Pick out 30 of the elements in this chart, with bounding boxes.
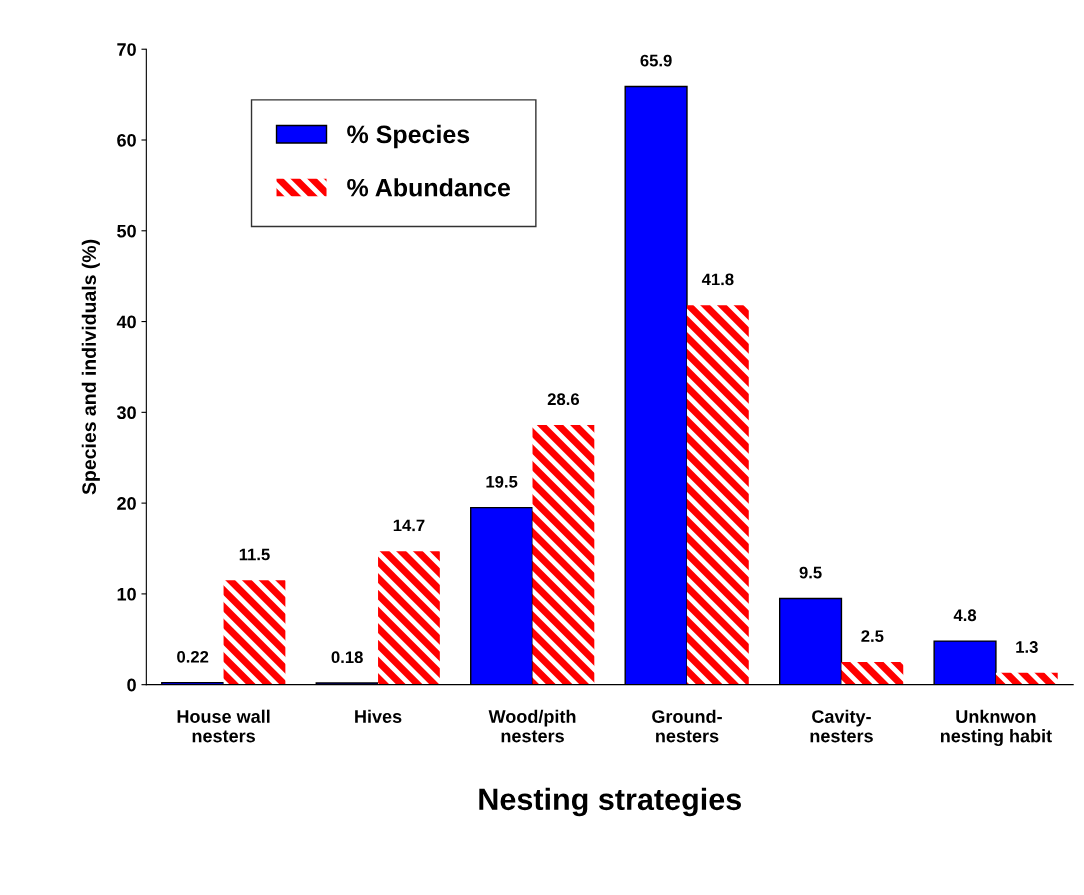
data-label: 0.22: [177, 650, 209, 663]
y-tick-label: 0: [127, 678, 136, 692]
y-tick-label: 40: [116, 315, 136, 329]
x-tick-label: Ground- nesters: [652, 709, 722, 743]
x-tick-label: Unknwon nesting habit: [940, 709, 1052, 747]
y-axis-title: Species and individuals (%): [81, 239, 100, 495]
data-label: 11.5: [239, 548, 270, 561]
y-tick-label: 70: [117, 43, 136, 56]
y-tick-label: 50: [117, 224, 136, 238]
x-tick-label: Hives: [355, 709, 402, 723]
data-label: 1.3: [1016, 641, 1038, 653]
y-tick-label: 20: [117, 497, 136, 510]
y-tick-label: 30: [116, 406, 136, 420]
x-tick-label: Cavity- nesters: [810, 709, 873, 743]
y-tick-label: 10: [117, 587, 136, 601]
data-label: 4.8: [953, 609, 977, 622]
data-label: 0.18: [331, 651, 363, 664]
data-label: 65.9: [640, 54, 672, 67]
data-label: 19.5: [486, 475, 518, 488]
legend-label: % Abundance: [347, 178, 511, 197]
data-label: 2.5: [861, 630, 884, 643]
data-label: 9.5: [799, 566, 822, 579]
y-tick-label: 60: [117, 133, 136, 147]
data-label: 41.8: [701, 273, 734, 286]
data-label: 14.7: [393, 519, 425, 532]
data-label: 28.6: [547, 393, 580, 406]
x-axis-title: Nesting strategies: [479, 787, 741, 817]
legend-label: % Species: [347, 124, 470, 149]
x-tick-label: House wall nesters: [177, 709, 270, 743]
x-tick-label: Wood/pith nesters: [488, 709, 576, 743]
